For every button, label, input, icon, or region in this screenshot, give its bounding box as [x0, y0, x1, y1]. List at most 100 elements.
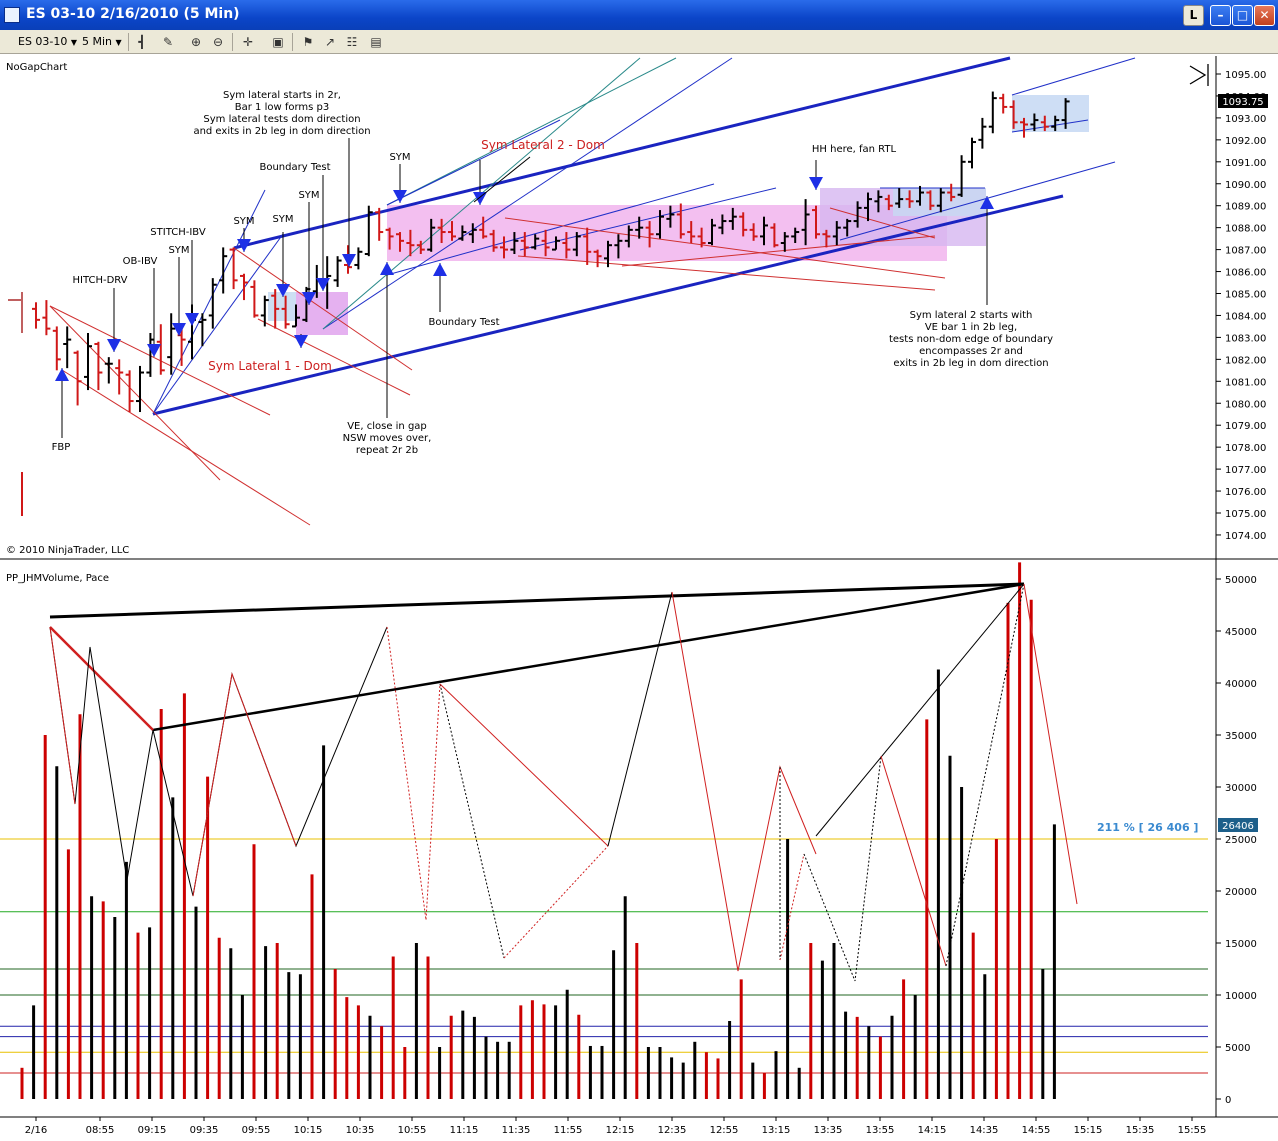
price-bar [125, 370, 134, 413]
price-bar [1061, 98, 1070, 129]
volume-zigzag-red [671, 591, 817, 972]
volume-zigzag-red [880, 755, 947, 967]
annotation-sym-1: SYM [168, 245, 189, 256]
bar-type-icon[interactable]: ┫ [138, 35, 146, 49]
arrow-head [433, 263, 447, 276]
price-bar [531, 234, 540, 250]
main-up-trend-line [152, 194, 1064, 416]
time-tick-label: 14:15 [918, 1125, 947, 1136]
time-tick-label: 11:55 [554, 1125, 583, 1136]
zoom-in-icon[interactable]: ⊕ [190, 35, 202, 49]
interval-label: 5 Min [82, 35, 113, 48]
interval-selector[interactable]: 5 Min ▼ [82, 33, 130, 50]
arrow-sym-1 [172, 257, 186, 336]
volume-tick-label: 0 [1225, 1095, 1231, 1106]
close-button[interactable]: ✕ [1254, 5, 1275, 26]
draw-pen-icon[interactable]: ✎ [162, 35, 174, 49]
note-line: Bar 1 low forms p3 [235, 102, 330, 113]
time-tick-label: 10:15 [294, 1125, 323, 1136]
last-volume-value: 26406 [1222, 821, 1254, 832]
price-bar [895, 188, 904, 208]
note-line: NSW moves over, [343, 433, 432, 444]
volume-zigzag-black [815, 583, 1025, 837]
time-tick-label: 10:55 [398, 1125, 427, 1136]
arrow-head [980, 196, 994, 209]
properties-icon[interactable]: ▣ [272, 35, 284, 49]
arrow-hitch-drv [107, 288, 121, 352]
volume-tick-label: 15000 [1225, 939, 1257, 950]
price-bar [52, 326, 61, 371]
price-bar [988, 91, 997, 134]
price-tick-label: 1081.00 [1225, 377, 1266, 388]
sym-lateral-1-lead-box [268, 292, 296, 321]
time-tick-label: 11:15 [450, 1125, 479, 1136]
arrow-head [473, 192, 487, 205]
time-tick-label: 2/16 [25, 1125, 47, 1136]
help-button[interactable]: L [1183, 5, 1204, 26]
chevron-down-icon: ▼ [115, 38, 122, 47]
price-bar [957, 155, 966, 197]
price-bar [676, 203, 685, 239]
chart-canvas[interactable]: 1095.001094.001093.001092.001091.001090.… [0, 54, 1278, 1141]
price-bar [500, 236, 508, 259]
arrow-head [294, 335, 308, 348]
down-channel-line [61, 369, 311, 526]
price-bar [812, 205, 820, 239]
title-bar: ES 03-10 2/16/2010 (5 Min) L – □ ✕ [0, 0, 1278, 30]
annotation-boundary-test-2: Boundary Test [428, 317, 499, 328]
last-price-badge: 1093.75 [1218, 94, 1268, 108]
zoom-out-icon[interactable]: ⊖ [212, 35, 224, 49]
maximize-button[interactable]: □ [1232, 5, 1253, 26]
data-box-icon[interactable]: ☷ [346, 35, 358, 49]
price-bar [604, 240, 612, 268]
time-tick-label: 13:55 [866, 1125, 895, 1136]
price-bar [572, 232, 581, 257]
crosshair-icon[interactable]: ✛ [242, 35, 254, 49]
price-bar [177, 326, 186, 366]
price-bar [219, 247, 228, 294]
instrument-selector[interactable]: ES 03-10 ▼ [18, 33, 78, 50]
price-bar [416, 240, 425, 254]
price-tick-label: 1075.00 [1225, 509, 1266, 520]
indicator-icon[interactable]: ↗ [324, 35, 336, 49]
price-bar [999, 93, 1008, 114]
price-bar [208, 278, 217, 329]
price-bar [229, 247, 238, 290]
volume-zigzag-black-dashed [945, 583, 1025, 967]
price-bar [718, 214, 727, 235]
arrow-head [237, 239, 251, 252]
arrow-fbp [55, 368, 69, 438]
minimize-button[interactable]: – [1210, 5, 1231, 26]
note-line: and exits in 2b leg in dom direction [193, 126, 370, 137]
volume-zigzag-red [192, 672, 297, 897]
time-tick-label: 13:35 [814, 1125, 843, 1136]
arrow-label-link [473, 156, 531, 203]
price-bar [520, 232, 529, 257]
lateral-channel-line [829, 207, 936, 239]
price-bar [749, 223, 758, 241]
fan-line [839, 161, 1116, 241]
arrow-ob-ibv [147, 268, 161, 357]
price-tick-label: 1077.00 [1225, 465, 1266, 476]
chart-list-icon[interactable]: ▤ [370, 35, 382, 49]
fan-line [152, 233, 284, 415]
arrow-sym-4 [302, 202, 316, 305]
price-tick-label: 1093.00 [1225, 114, 1266, 125]
price-tick-label: 1076.00 [1225, 487, 1266, 498]
volume-tick-label: 10000 [1225, 991, 1257, 1002]
arrow-sym-3 [276, 232, 290, 297]
strategy-icon[interactable]: ⚑ [302, 35, 314, 49]
toolbar-separator [128, 33, 129, 51]
price-bar [32, 302, 40, 329]
price-bar [271, 289, 280, 329]
down-channel-line [233, 247, 413, 371]
price-tick-label: 1086.00 [1225, 268, 1266, 279]
time-tick-label: 13:15 [762, 1125, 791, 1136]
price-tick-label: 1085.00 [1225, 290, 1266, 301]
price-bar [354, 247, 363, 270]
chart-toolbar: ES 03-10 ▼ 5 Min ▼ ┫ ✎ ⊕ ⊖ ✛ ▣ ⚑ ↗ ☷ ▤ [0, 30, 1278, 54]
play-control-icon[interactable] [1189, 64, 1209, 86]
down-channel-line [257, 318, 411, 396]
time-tick-label: 12:15 [606, 1125, 635, 1136]
price-bar [458, 225, 467, 241]
